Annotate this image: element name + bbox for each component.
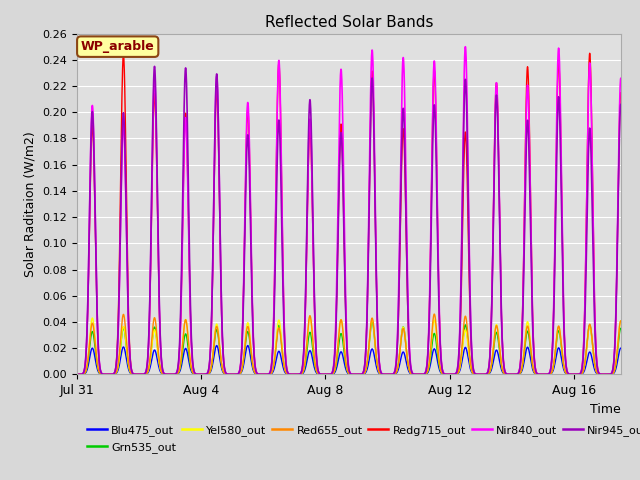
Yel580_out — [632, 372, 640, 377]
Nir945_out — [561, 334, 568, 339]
Blu475_out — [561, 368, 568, 373]
Redg715_out — [276, 77, 284, 83]
Grn535_out — [374, 368, 382, 373]
Nir840_out — [561, 327, 568, 333]
Redg715_out — [197, 372, 205, 377]
Line: Yel580_out: Yel580_out — [77, 318, 636, 374]
Red655_out — [161, 372, 168, 377]
Redg715_out — [632, 372, 640, 377]
Title: Reflected Solar Bands: Reflected Solar Bands — [264, 15, 433, 30]
Grn535_out — [561, 366, 568, 372]
Nir945_out — [73, 372, 81, 377]
Yel580_out — [161, 372, 169, 377]
Red655_out — [430, 311, 438, 317]
Blu475_out — [276, 350, 284, 356]
Red655_out — [374, 367, 382, 372]
Red655_out — [127, 370, 135, 376]
Redg715_out — [374, 345, 382, 350]
Legend: Blu475_out, Grn535_out, Yel580_out, Red655_out, Redg715_out, Nir840_out, Nir945_: Blu475_out, Grn535_out, Yel580_out, Red6… — [83, 421, 640, 457]
Nir840_out — [127, 365, 135, 371]
Red655_out — [561, 365, 568, 371]
Nir840_out — [374, 343, 382, 348]
Nir945_out — [632, 372, 640, 377]
Nir840_out — [632, 372, 640, 377]
Red655_out — [276, 328, 284, 334]
Red655_out — [632, 372, 640, 377]
Line: Nir945_out: Nir945_out — [77, 66, 636, 374]
Redg715_out — [127, 363, 135, 369]
Nir945_out — [197, 372, 205, 377]
Line: Blu475_out: Blu475_out — [77, 346, 636, 374]
Redg715_out — [73, 372, 81, 377]
Nir945_out — [276, 138, 284, 144]
Nir945_out — [127, 365, 135, 371]
X-axis label: Time: Time — [590, 403, 621, 416]
Grn535_out — [73, 372, 81, 377]
Nir945_out — [374, 349, 382, 355]
Nir840_out — [197, 372, 205, 377]
Nir945_out — [150, 63, 158, 69]
Nir945_out — [161, 371, 169, 377]
Grn535_out — [276, 325, 284, 331]
Yel580_out — [127, 371, 135, 376]
Line: Grn535_out: Grn535_out — [77, 322, 636, 374]
Grn535_out — [161, 372, 168, 377]
Y-axis label: Solar Raditaion (W/m2): Solar Raditaion (W/m2) — [24, 131, 36, 277]
Redg715_out — [161, 371, 168, 377]
Blu475_out — [244, 343, 252, 348]
Line: Nir840_out: Nir840_out — [77, 47, 636, 374]
Yel580_out — [88, 315, 96, 321]
Yel580_out — [276, 322, 284, 327]
Nir840_out — [461, 44, 469, 49]
Line: Red655_out: Red655_out — [77, 314, 636, 374]
Line: Redg715_out: Redg715_out — [77, 53, 636, 374]
Grn535_out — [197, 372, 205, 377]
Grn535_out — [368, 319, 376, 325]
Redg715_out — [586, 50, 593, 56]
Nir840_out — [161, 371, 168, 377]
Nir840_out — [73, 372, 81, 377]
Blu475_out — [632, 372, 640, 377]
Redg715_out — [560, 322, 568, 327]
Blu475_out — [127, 371, 135, 377]
Yel580_out — [561, 365, 568, 371]
Grn535_out — [127, 371, 135, 376]
Blu475_out — [73, 372, 81, 377]
Red655_out — [197, 372, 205, 377]
Nir840_out — [276, 75, 284, 81]
Text: WP_arable: WP_arable — [81, 40, 155, 53]
Yel580_out — [73, 372, 81, 377]
Blu475_out — [161, 372, 168, 377]
Yel580_out — [374, 368, 382, 373]
Blu475_out — [374, 370, 382, 375]
Red655_out — [73, 372, 81, 377]
Grn535_out — [632, 372, 640, 377]
Blu475_out — [197, 372, 205, 377]
Yel580_out — [197, 372, 205, 377]
